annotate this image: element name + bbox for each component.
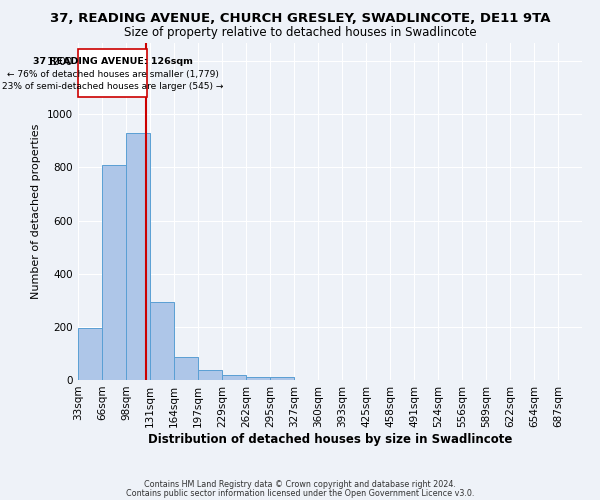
- Text: 37 READING AVENUE: 126sqm: 37 READING AVENUE: 126sqm: [33, 56, 193, 66]
- Text: Size of property relative to detached houses in Swadlincote: Size of property relative to detached ho…: [124, 26, 476, 39]
- FancyBboxPatch shape: [79, 49, 147, 97]
- Bar: [102, 164, 126, 380]
- Y-axis label: Number of detached properties: Number of detached properties: [31, 124, 41, 299]
- Bar: [150, 302, 174, 380]
- Bar: [198, 370, 222, 380]
- Bar: [126, 133, 150, 380]
- Bar: [78, 328, 102, 380]
- Text: 37, READING AVENUE, CHURCH GRESLEY, SWADLINCOTE, DE11 9TA: 37, READING AVENUE, CHURCH GRESLEY, SWAD…: [50, 12, 550, 26]
- Bar: [270, 378, 294, 380]
- Bar: [174, 356, 198, 380]
- Text: Contains public sector information licensed under the Open Government Licence v3: Contains public sector information licen…: [126, 488, 474, 498]
- Text: Contains HM Land Registry data © Crown copyright and database right 2024.: Contains HM Land Registry data © Crown c…: [144, 480, 456, 489]
- Text: ← 76% of detached houses are smaller (1,779): ← 76% of detached houses are smaller (1,…: [7, 70, 218, 78]
- Text: 23% of semi-detached houses are larger (545) →: 23% of semi-detached houses are larger (…: [2, 82, 223, 91]
- Bar: [246, 376, 270, 380]
- Bar: [222, 374, 246, 380]
- X-axis label: Distribution of detached houses by size in Swadlincote: Distribution of detached houses by size …: [148, 432, 512, 446]
